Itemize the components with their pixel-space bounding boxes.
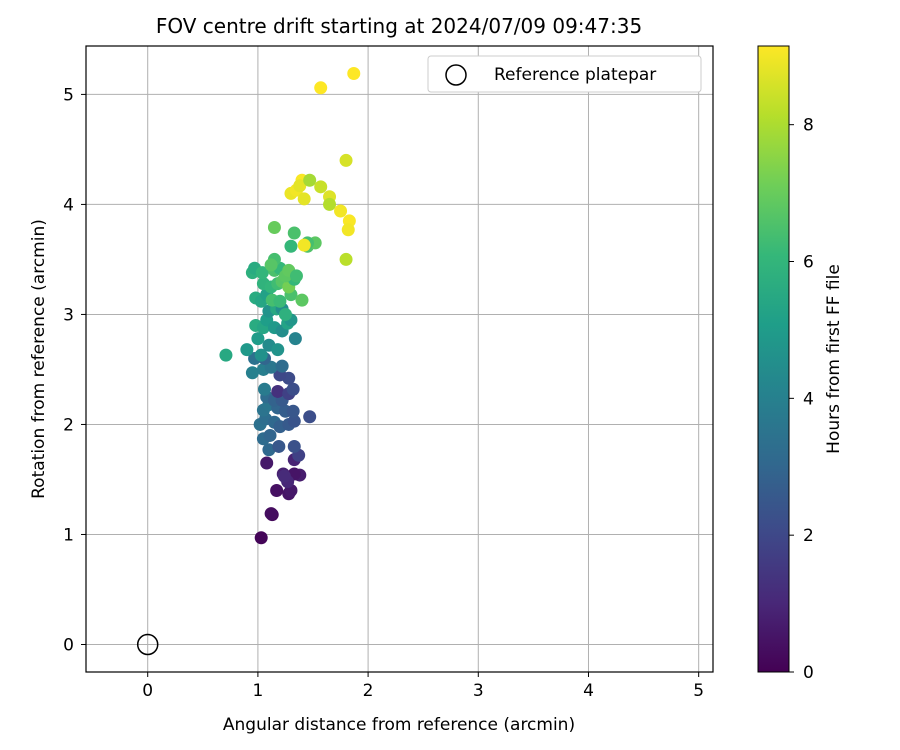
scatter-point bbox=[255, 266, 269, 280]
scatter-point bbox=[293, 179, 307, 193]
y-axis-label: Rotation from reference (arcmin) bbox=[29, 219, 49, 499]
colorbar-tick-label: 2 bbox=[803, 526, 814, 546]
y-tick-label: 4 bbox=[63, 195, 74, 215]
colorbar-tick-label: 6 bbox=[803, 253, 814, 273]
scatter-point bbox=[297, 192, 311, 206]
scatter-point bbox=[314, 81, 328, 95]
scatter-point bbox=[277, 469, 291, 483]
y-tick-label: 0 bbox=[63, 635, 74, 655]
x-tick-label: 0 bbox=[142, 681, 153, 701]
x-tick-label: 1 bbox=[252, 681, 263, 701]
x-tick-label: 2 bbox=[363, 681, 374, 701]
scatter-point bbox=[271, 343, 285, 357]
colorbar-gradient bbox=[757, 45, 790, 673]
colorbar-tick-label: 0 bbox=[803, 663, 814, 683]
x-tick-label: 5 bbox=[693, 681, 704, 701]
x-axis-ticks: 0 1 2 3 4 5 bbox=[142, 672, 704, 701]
colorbar-ticks: 0 2 4 6 8 bbox=[789, 116, 814, 683]
scatter-point bbox=[341, 223, 355, 237]
scatter-point bbox=[251, 332, 265, 346]
scatter-point bbox=[264, 507, 278, 521]
scatter-point bbox=[284, 239, 298, 253]
scatter-point bbox=[267, 221, 281, 235]
y-tick-label: 5 bbox=[63, 85, 74, 105]
scatter-point bbox=[254, 531, 268, 545]
scatter-point bbox=[286, 404, 300, 418]
scatter-point bbox=[297, 238, 311, 252]
scatter-point bbox=[219, 348, 233, 362]
reference-marker-group bbox=[136, 633, 159, 656]
scatter-point bbox=[270, 483, 284, 497]
scatter-point bbox=[264, 258, 278, 272]
scatter-point bbox=[323, 197, 337, 211]
legend: Reference platepar bbox=[427, 55, 702, 93]
y-axis-ticks: 0 1 2 3 4 5 bbox=[63, 85, 86, 655]
grid-lines bbox=[86, 46, 713, 672]
legend-label: Reference platepar bbox=[494, 65, 656, 85]
scatter-point bbox=[287, 414, 301, 428]
scatter-point bbox=[286, 382, 300, 396]
scatter-point bbox=[275, 359, 289, 373]
scatter-point bbox=[347, 67, 361, 81]
scatter-point bbox=[262, 443, 276, 457]
y-tick-label: 1 bbox=[63, 525, 74, 545]
data-points bbox=[219, 67, 361, 545]
x-axis-label: Angular distance from reference (arcmin) bbox=[223, 715, 575, 735]
y-tick-label: 2 bbox=[63, 415, 74, 435]
chart-title: FOV centre drift starting at 2024/07/09 … bbox=[156, 14, 642, 38]
x-tick-label: 4 bbox=[583, 681, 594, 701]
x-tick-label: 3 bbox=[473, 681, 484, 701]
scatter-point bbox=[288, 332, 302, 346]
scatter-point bbox=[245, 366, 259, 380]
colorbar: 0 2 4 6 8 Hours from first FF file bbox=[757, 45, 844, 683]
scatter-point bbox=[260, 456, 274, 470]
scatter-point bbox=[273, 294, 287, 308]
scatter-point bbox=[303, 410, 317, 424]
y-tick-label: 3 bbox=[63, 305, 74, 325]
scatter-point bbox=[339, 252, 353, 266]
colorbar-tick-label: 8 bbox=[803, 116, 814, 136]
colorbar-label: Hours from first FF file bbox=[824, 264, 844, 454]
scatter-point bbox=[287, 439, 301, 453]
scatter-point bbox=[272, 439, 286, 453]
scatter-point bbox=[314, 180, 328, 194]
scatter-point bbox=[254, 348, 268, 362]
colorbar-tick-label: 4 bbox=[803, 389, 814, 409]
legend-box bbox=[427, 55, 702, 93]
scatter-point bbox=[271, 384, 285, 398]
scatter-point bbox=[258, 382, 272, 396]
scatter-point bbox=[303, 173, 317, 187]
scatter-point bbox=[240, 343, 254, 357]
scatter-point bbox=[334, 204, 348, 218]
scatter-point bbox=[289, 269, 303, 283]
plot-frame bbox=[85, 45, 714, 673]
scatter-point bbox=[287, 226, 301, 240]
legend-marker-circle-icon bbox=[445, 64, 467, 86]
scatter-point bbox=[339, 153, 353, 167]
reference-platepar-marker bbox=[136, 633, 159, 656]
scatter-point bbox=[278, 307, 292, 321]
scatter-point bbox=[263, 428, 277, 442]
scatter-point bbox=[295, 293, 309, 307]
